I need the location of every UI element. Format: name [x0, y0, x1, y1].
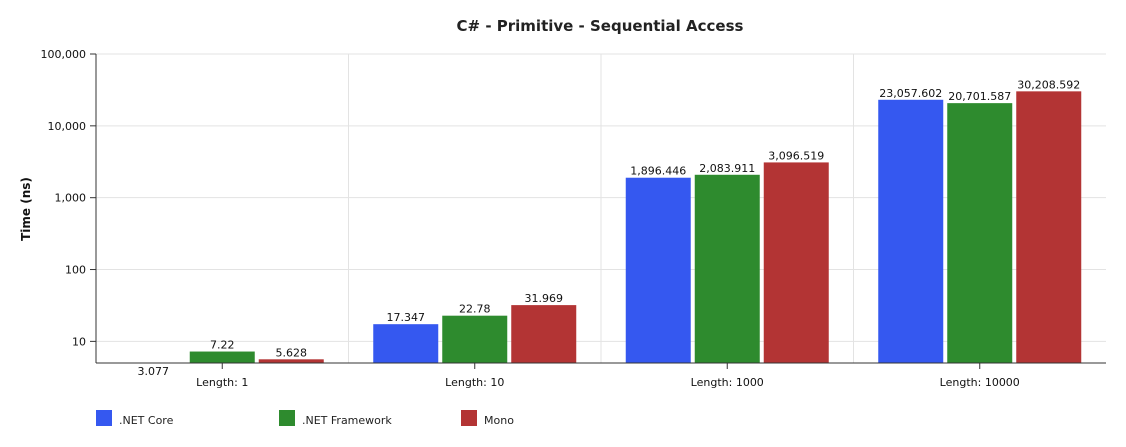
chart-title: C# - Primitive - Sequential Access	[457, 17, 744, 35]
bar-mono-length-1000	[763, 162, 829, 363]
legend-swatch-net-framework	[279, 410, 295, 426]
bar-net-core-length-1000	[625, 177, 691, 363]
x-tick-label-length-10000: Length: 10000	[940, 376, 1020, 389]
y-tick-label-1000: 1,000	[55, 192, 87, 205]
data-label-net-framework-length-10000: 20,701.587	[948, 90, 1011, 103]
data-label-net-core-length-10000: 23,057.602	[879, 87, 942, 100]
bar-mono-length-10	[511, 305, 577, 363]
legend: .NET Core .NET Framework Mono	[96, 410, 514, 427]
legend-swatch-mono	[461, 410, 477, 426]
bar-mono-length-1	[258, 359, 324, 363]
data-label-net-core-length-1: 3.077	[138, 365, 170, 378]
data-label-net-framework-length-10: 22.78	[459, 303, 491, 316]
bar-net-core-length-10000	[878, 99, 944, 364]
bar-net-framework-length-1000	[694, 174, 760, 363]
data-label-mono-length-10: 31.969	[525, 292, 564, 305]
y-tick-label-10000: 10,000	[48, 120, 87, 133]
y-tick-label-10: 10	[72, 335, 86, 348]
legend-label-mono: Mono	[484, 414, 514, 427]
data-labels: 3.077 7.22 5.628 17.347 22.78 31.969 1,896.446…	[138, 78, 1081, 378]
data-label-net-framework-length-1000: 2,083.911	[699, 162, 755, 175]
axes: 10 100 1,000 10,000 100,000 Length: 1 Length: …	[41, 48, 1106, 389]
data-label-net-framework-length-1: 7.22	[210, 339, 235, 352]
y-tick-label-100: 100	[65, 264, 86, 277]
data-label-net-core-length-1000: 1,896.446	[630, 165, 686, 178]
data-label-mono-length-10000: 30,208.592	[1017, 78, 1080, 91]
bar-net-framework-length-10000	[947, 103, 1013, 363]
y-tick-label-100000: 100,000	[41, 48, 87, 61]
bar-mono-length-10000	[1016, 91, 1082, 363]
y-axis-title: Time (ns)	[19, 177, 33, 241]
x-tick-label-length-1: Length: 1	[196, 376, 248, 389]
data-label-mono-length-1000: 3,096.519	[768, 149, 824, 162]
bar-net-core-length-10	[373, 324, 439, 363]
x-tick-label-length-1000: Length: 1000	[691, 376, 764, 389]
bar-net-framework-length-1	[189, 351, 255, 363]
data-label-mono-length-1: 5.628	[276, 346, 308, 359]
legend-swatch-net-core	[96, 410, 112, 426]
bars	[189, 91, 1082, 364]
legend-label-net-core: .NET Core	[119, 414, 174, 427]
x-tick-label-length-10: Length: 10	[445, 376, 504, 389]
legend-label-net-framework: .NET Framework	[302, 414, 392, 427]
data-label-net-core-length-10: 17.347	[387, 311, 426, 324]
bar-net-framework-length-10	[442, 315, 508, 363]
